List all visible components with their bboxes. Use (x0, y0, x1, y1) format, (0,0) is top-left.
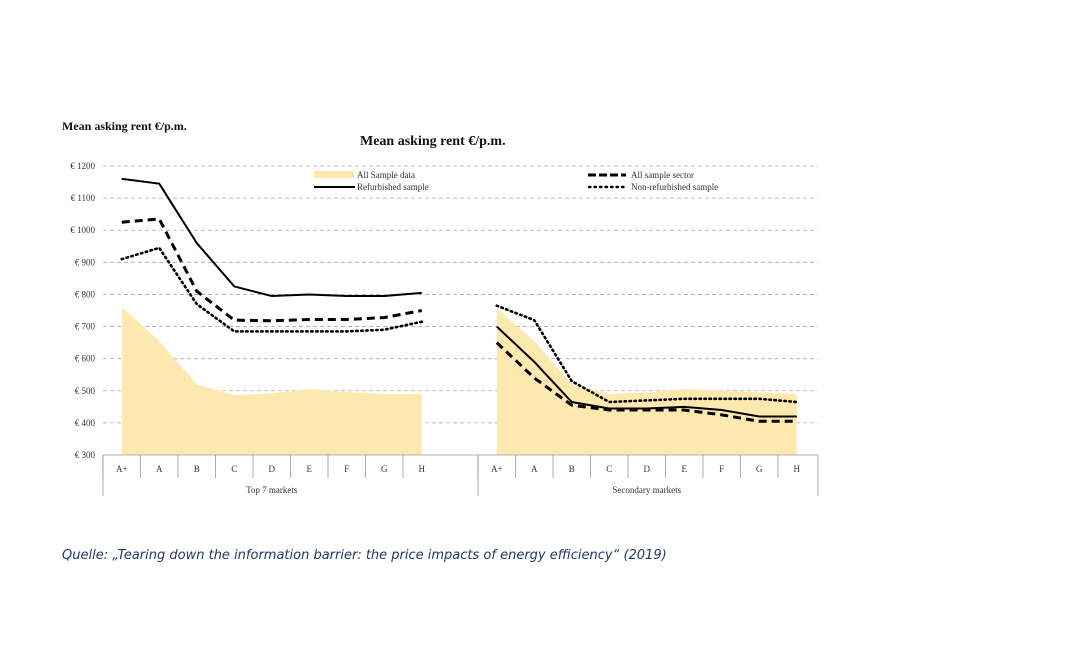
y-tick-label: € 600 (75, 354, 96, 364)
y-tick-label: € 300 (75, 450, 96, 460)
line-all-sample-sector (121, 217, 423, 323)
x-tick-label: D (644, 464, 651, 474)
legend-label: Refurbished sample (357, 182, 429, 192)
y-tick-label: € 500 (75, 386, 96, 396)
area-all-sample-data (496, 308, 797, 455)
x-tick-label: A (531, 464, 538, 474)
y-tick-label: € 400 (75, 418, 96, 428)
x-tick-label: G (381, 464, 388, 474)
x-tick-label: C (606, 464, 612, 474)
line-refurbished-sample (121, 177, 422, 298)
legend-label: All Sample data (357, 170, 415, 180)
x-tick-label: B (569, 464, 575, 474)
x-tick-label: F (344, 464, 349, 474)
x-tick-label: D (269, 464, 276, 474)
x-tick-label: E (682, 464, 688, 474)
y-axis-title: Mean asking rent €/p.m. (62, 119, 187, 133)
y-tick-label: € 800 (75, 289, 96, 299)
x-tick-label: E (307, 464, 313, 474)
line-non-refurbished-sample (120, 246, 424, 333)
y-tick-label: € 700 (75, 322, 96, 332)
x-tick-label: H (794, 464, 801, 474)
group-label: Top 7 markets (246, 485, 298, 495)
y-tick-label: € 1000 (70, 225, 95, 235)
line-non-refurbished-sample (495, 304, 799, 404)
y-tick-label: € 1100 (71, 193, 96, 203)
x-tick-label: G (756, 464, 763, 474)
area-all-sample-data (121, 307, 422, 455)
x-tick-label: F (719, 464, 724, 474)
x-tick-label: C (231, 464, 237, 474)
line-all-sample-sector (495, 341, 797, 423)
legend-swatch-area (314, 171, 354, 178)
x-tick-label: A (156, 464, 163, 474)
y-tick-label: € 900 (75, 257, 96, 267)
x-tick-label: A+ (491, 464, 503, 474)
legend-label: Non-refurbished sample (631, 182, 718, 192)
group-label: Secondary markets (612, 485, 681, 495)
legend-label: All sample sector (631, 170, 694, 180)
x-tick-label: A+ (116, 464, 128, 474)
y-tick-label: € 1200 (70, 161, 95, 171)
source-caption: Quelle: „Tearing down the information ba… (62, 548, 667, 563)
x-tick-label: B (194, 464, 200, 474)
line-refurbished-sample (496, 325, 797, 418)
x-tick-label: H (419, 464, 426, 474)
chart-title: Mean asking rent €/p.m. (360, 134, 506, 149)
